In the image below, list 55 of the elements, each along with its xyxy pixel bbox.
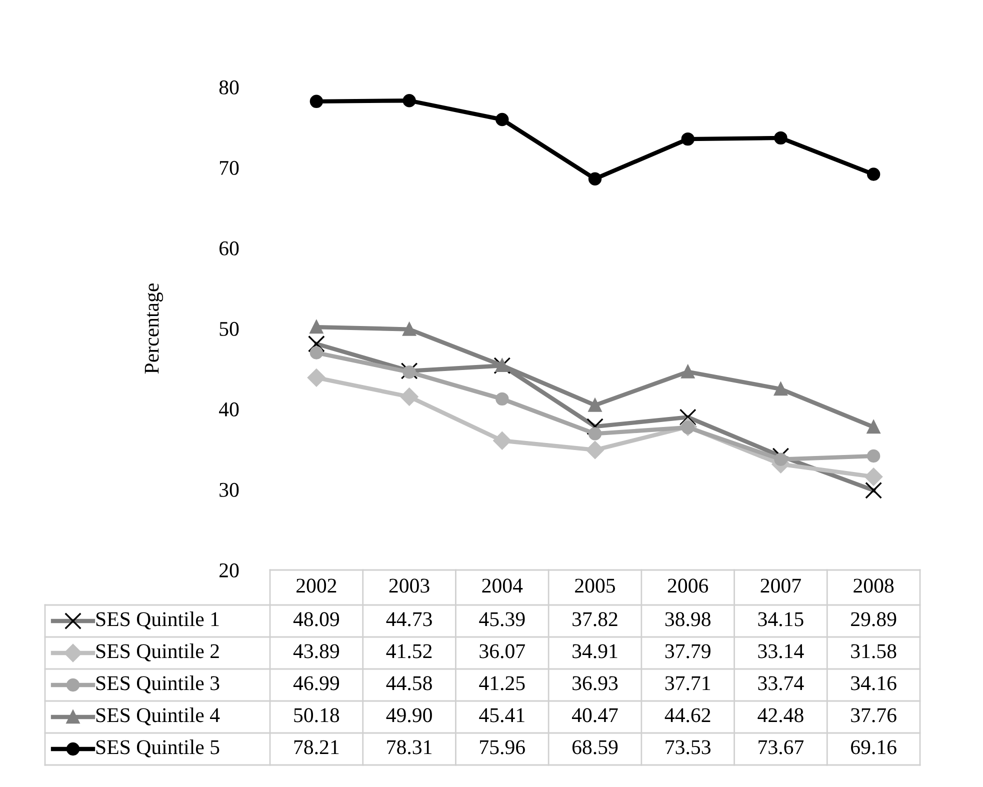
data-label: 42.48 bbox=[758, 708, 804, 722]
data-label: 29.89 bbox=[851, 612, 896, 626]
data-label: 34.15 bbox=[758, 612, 804, 626]
legend-label: SES Quintile 2 bbox=[96, 644, 219, 662]
y-tick-label: 40 bbox=[219, 402, 239, 416]
data-label: 73.53 bbox=[666, 740, 710, 754]
y-tick-label: 60 bbox=[220, 241, 239, 256]
data-label: 75.96 bbox=[480, 740, 525, 754]
y-tick-label: 80 bbox=[219, 80, 239, 94]
data-label: 38.98 bbox=[665, 612, 710, 626]
data-label: 50.18 bbox=[294, 708, 340, 722]
data-label: 40.47 bbox=[572, 708, 618, 722]
x-tick-label: 2002 bbox=[296, 578, 336, 593]
y-tick-label: 20 bbox=[220, 563, 239, 578]
data-label: 34.91 bbox=[572, 644, 618, 658]
y-tick-label: 30 bbox=[220, 482, 239, 497]
data-label: 44.58 bbox=[386, 676, 432, 690]
data-label: 73.67 bbox=[758, 740, 804, 754]
data-label: 33.14 bbox=[758, 644, 804, 658]
data-label: 45.41 bbox=[479, 708, 524, 722]
data-label: 68.59 bbox=[572, 740, 618, 754]
data-label: 37.82 bbox=[572, 612, 618, 626]
data-label: 49.90 bbox=[386, 708, 432, 722]
data-label: 46.99 bbox=[293, 676, 340, 690]
legend-label: SES Quintile 4 bbox=[96, 708, 220, 726]
legend-label: SES Quintile 3 bbox=[96, 676, 220, 694]
data-label: 37.71 bbox=[665, 676, 710, 690]
y-axis-title: Percentage bbox=[144, 284, 164, 374]
data-label: 45.39 bbox=[479, 612, 525, 626]
data-label: 44.73 bbox=[386, 612, 432, 626]
data-label: 78.31 bbox=[387, 740, 432, 754]
data-label: 37.76 bbox=[851, 708, 896, 722]
data-label: 69.16 bbox=[851, 740, 896, 754]
data-label: 33.74 bbox=[758, 676, 804, 690]
x-tick-label: 2003 bbox=[389, 578, 430, 593]
data-label: 41.52 bbox=[386, 644, 432, 658]
data-label: 34.16 bbox=[851, 676, 896, 690]
x-tick-label: 2008 bbox=[854, 578, 894, 593]
data-label: 31.58 bbox=[851, 644, 896, 658]
y-tick-label: 50 bbox=[220, 322, 239, 336]
legend-label: SES Quintile 5 bbox=[96, 740, 220, 758]
x-tick-label: 2005 bbox=[575, 578, 616, 593]
legend-label: SES Quintile 1 bbox=[96, 612, 219, 630]
data-label: 36.93 bbox=[572, 676, 618, 690]
y-tick-label: 70 bbox=[220, 160, 239, 175]
data-label: 41.25 bbox=[479, 676, 525, 690]
data-label: 78.21 bbox=[294, 740, 339, 754]
data-label: 44.62 bbox=[664, 708, 710, 722]
x-tick-label: 2004 bbox=[482, 578, 523, 593]
data-label: 48.09 bbox=[293, 612, 340, 626]
data-label: 36.07 bbox=[480, 644, 525, 658]
x-tick-label: 2007 bbox=[760, 578, 801, 593]
data-label: 43.89 bbox=[293, 644, 340, 658]
data-label: 37.79 bbox=[665, 644, 710, 658]
x-tick-label: 2006 bbox=[668, 578, 708, 593]
